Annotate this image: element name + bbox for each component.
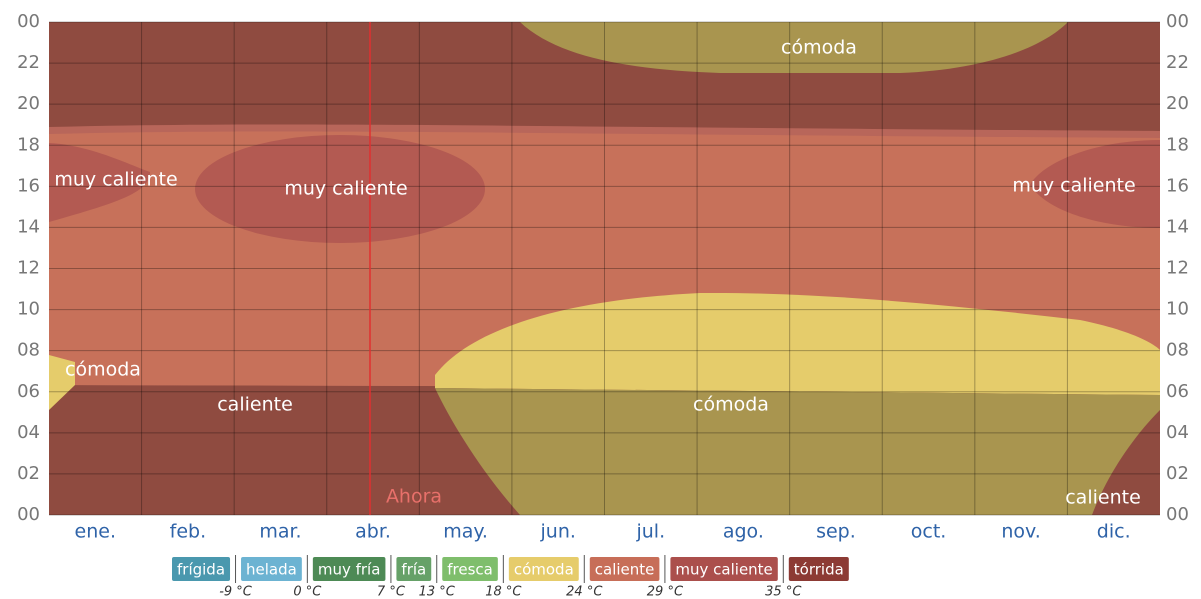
muy-caliente-region xyxy=(49,143,150,222)
y-tick-label: 04 xyxy=(1166,422,1189,443)
comoda-region xyxy=(435,388,1160,515)
y-tick-label: 06 xyxy=(17,381,40,402)
y-tick-label: 18 xyxy=(1166,134,1189,155)
y-tick-label: 22 xyxy=(1166,52,1189,73)
x-tick-label: mar. xyxy=(259,521,301,543)
x-tick-label: oct. xyxy=(911,521,947,543)
legend-label: fría xyxy=(401,561,426,579)
grid xyxy=(49,21,1160,516)
x-tick-label: jul. xyxy=(635,521,665,543)
plot-area: Ahora cómoda muy caliente muy caliente m… xyxy=(49,21,1160,516)
region-label: muy caliente xyxy=(284,178,407,200)
y-tick-label: 00 xyxy=(1166,504,1189,525)
y-tick-label: 08 xyxy=(1166,340,1189,361)
legend-swatch xyxy=(396,557,432,581)
threshold-label: 24 °C xyxy=(566,585,603,599)
legend-swatch xyxy=(172,557,231,581)
threshold-label: 13 °C xyxy=(419,585,456,599)
legend-swatch xyxy=(508,557,579,581)
y-tick-label: 20 xyxy=(1166,93,1189,114)
legend-swatch xyxy=(312,557,386,581)
y-tick-label: 14 xyxy=(1166,216,1189,237)
x-tick-label: feb. xyxy=(170,521,206,543)
y-tick-label: 22 xyxy=(17,52,40,73)
muy-caliente-region xyxy=(1030,140,1160,228)
y-tick-label: 00 xyxy=(17,504,40,525)
legend-label: fresca xyxy=(447,561,493,579)
legend-label: frígida xyxy=(177,561,225,579)
x-tick-label: nov. xyxy=(1001,521,1040,543)
x-tick-label: dic. xyxy=(1097,521,1131,543)
y-tick-label: 12 xyxy=(17,258,40,279)
comoda-region xyxy=(49,355,75,410)
region-label: muy caliente xyxy=(1012,175,1135,197)
x-tick-label: ago. xyxy=(723,521,764,543)
x-tick-label: abr. xyxy=(355,521,391,543)
legend-label: cómoda xyxy=(514,561,574,579)
y-tick-label: 16 xyxy=(17,175,40,196)
y-tick-label: 10 xyxy=(17,299,40,320)
region-label: caliente xyxy=(1065,487,1141,509)
region-label: cómoda xyxy=(65,359,141,381)
y-tick-label: 04 xyxy=(17,422,40,443)
y-tick-label: 06 xyxy=(1166,381,1189,402)
x-tick-label: ene. xyxy=(75,521,116,543)
legend-label: caliente xyxy=(595,561,655,579)
comoda-region xyxy=(520,22,1068,73)
y-tick-label: 10 xyxy=(1166,299,1189,320)
region-label: caliente xyxy=(217,394,293,416)
threshold-label: 7 °C xyxy=(377,585,406,599)
y-tick-label: 02 xyxy=(17,463,40,484)
x-tick-label: may. xyxy=(443,521,488,543)
legend-label: helada xyxy=(246,561,297,579)
legend: frígida helada muy fría fría fresca cómoda cal… xyxy=(172,555,849,599)
y-tick-label: 18 xyxy=(17,134,40,155)
region-label: cómoda xyxy=(781,37,857,59)
muy-caliente-region xyxy=(195,135,485,243)
threshold-label: 18 °C xyxy=(485,585,522,599)
threshold-label: 29 °C xyxy=(647,585,684,599)
y-tick-label: 02 xyxy=(1166,463,1189,484)
threshold-label: -9 °C xyxy=(219,585,253,599)
now-label: Ahora xyxy=(386,486,442,508)
legend-swatch xyxy=(589,557,660,581)
x-tick-label: jun. xyxy=(540,521,576,543)
legend-label: muy fría xyxy=(318,561,381,579)
y-tick-label: 20 xyxy=(17,93,40,114)
region-label: cómoda xyxy=(693,394,769,416)
y-tick-label: 12 xyxy=(1166,258,1189,279)
comoda-region xyxy=(435,292,1160,395)
legend-swatch xyxy=(788,557,849,581)
legend-swatch xyxy=(241,557,302,581)
region-label: muy caliente xyxy=(54,169,177,191)
legend-swatch xyxy=(442,557,498,581)
y-tick-label: 14 xyxy=(17,216,40,237)
x-tick-label: sep. xyxy=(816,521,856,543)
y-tick-label: 00 xyxy=(17,11,40,32)
legend-swatch xyxy=(670,557,778,581)
y-tick-label: 00 xyxy=(1166,11,1189,32)
y-tick-label: 08 xyxy=(17,340,40,361)
legend-label: tórrida xyxy=(794,561,844,579)
threshold-label: 35 °C xyxy=(765,585,802,599)
y-tick-label: 16 xyxy=(1166,175,1189,196)
legend-label: muy caliente xyxy=(675,561,772,579)
threshold-label: 0 °C xyxy=(293,585,322,599)
